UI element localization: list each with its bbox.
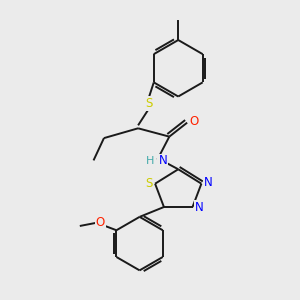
Text: N: N xyxy=(204,176,212,189)
Text: O: O xyxy=(95,216,105,229)
Text: S: S xyxy=(145,98,152,110)
Text: O: O xyxy=(189,115,198,128)
Text: S: S xyxy=(145,177,152,190)
Text: N: N xyxy=(195,201,203,214)
Text: H: H xyxy=(146,156,154,166)
Text: N: N xyxy=(158,154,167,167)
